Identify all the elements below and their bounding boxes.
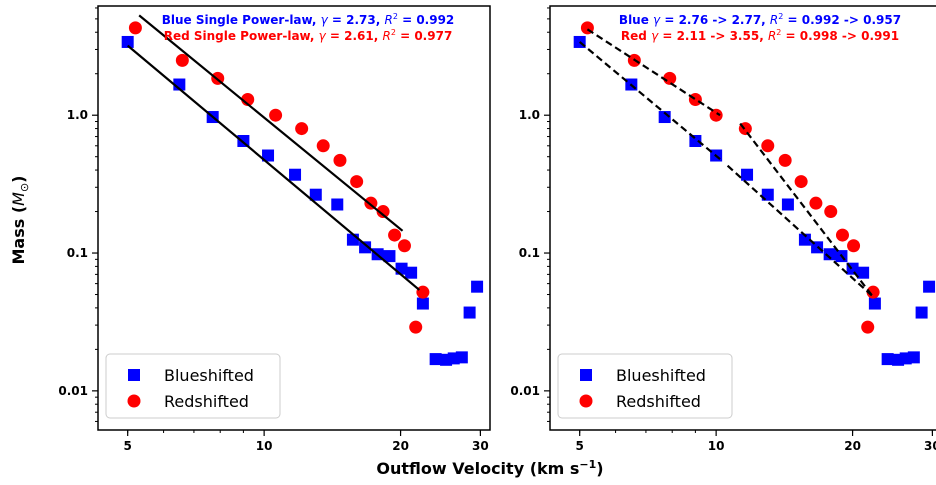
blueshifted-point — [262, 149, 275, 162]
x-tick-label: 30 — [924, 439, 936, 453]
x-tick-label: 20 — [392, 439, 409, 453]
redshifted-point — [128, 21, 142, 35]
legend-square-marker — [128, 369, 140, 381]
plot-frame — [97, 5, 491, 431]
blueshifted-point — [383, 250, 396, 263]
redshifted-point — [761, 139, 775, 153]
redshifted-point — [824, 205, 838, 219]
blueshifted-point — [121, 35, 134, 48]
blueshifted-point — [405, 266, 418, 279]
redshifted-point — [376, 205, 390, 219]
redshifted-point — [175, 53, 189, 67]
legend-box — [105, 353, 281, 419]
legend-label-blueshifted: Blueshifted — [616, 366, 706, 385]
redshifted-point — [269, 108, 283, 122]
fit-line — [739, 122, 874, 298]
legend: Blueshifted Redshifted — [557, 353, 733, 419]
fit-annotation: Red γ = 2.11 -> 3.55, R2 = 0.998 -> 0.99… — [621, 28, 899, 43]
y-tick-label: 0.01 — [510, 384, 540, 398]
fit-annotation: Blue Single Power-law, γ = 2.73, R2 = 0.… — [162, 12, 455, 27]
redshifted-point — [316, 139, 330, 153]
legend-square-marker — [580, 369, 592, 381]
redshifted-point — [835, 228, 849, 242]
redshifted-point — [709, 108, 723, 122]
y-tick-label: 1.0 — [519, 108, 540, 122]
redshifted-point — [866, 285, 880, 299]
x-tick-label: 20 — [844, 439, 861, 453]
blueshifted-point — [823, 248, 836, 261]
x-tick-label: 5 — [124, 439, 132, 453]
blueshifted-point — [689, 134, 702, 147]
fit-line — [138, 14, 404, 232]
y-tick-label: 0.01 — [58, 384, 88, 398]
fit-annotation: Blue γ = 2.76 -> 2.77, R2 = 0.992 -> 0.9… — [619, 12, 901, 27]
legend-label-redshifted: Redshifted — [616, 392, 701, 411]
blueshifted-point — [881, 353, 894, 366]
y-tick-label: 0.1 — [67, 246, 88, 260]
plot-frame — [549, 5, 936, 431]
legend-label-redshifted: Redshifted — [164, 392, 249, 411]
legend-box — [557, 353, 733, 419]
chart-panel-1: 5 10 20 30 0.01 0.1 1.0 Blue Single Power-law, … — [58, 5, 491, 453]
redshifted-point — [794, 175, 808, 189]
y-tick-label: 0.1 — [519, 246, 540, 260]
redshifted-point — [778, 153, 792, 167]
y-tick-label: 1.0 — [67, 108, 88, 122]
fit-annotation: Red Single Power-law, γ = 2.61, R2 = 0.9… — [164, 28, 453, 43]
blueshifted-point — [923, 280, 936, 293]
blueshifted-point — [429, 353, 442, 366]
redshifted-point — [847, 239, 861, 253]
x-tick-label: 5 — [576, 439, 584, 453]
legend: Blueshifted Redshifted — [105, 353, 281, 419]
redshifted-point — [397, 239, 411, 253]
x-axis-label: Outflow Velocity (km s−1) — [376, 458, 603, 478]
blueshifted-point — [857, 266, 870, 279]
blueshifted-point — [915, 306, 928, 319]
fit-line — [126, 44, 421, 291]
redshifted-point — [409, 320, 423, 334]
redshifted-point — [416, 285, 430, 299]
blueshifted-point — [359, 241, 372, 254]
blueshifted-point — [289, 168, 302, 181]
redshifted-point — [333, 153, 347, 167]
redshifted-point — [688, 93, 702, 107]
blueshifted-point — [741, 168, 754, 181]
blueshifted-point — [907, 351, 920, 364]
fit-line — [586, 28, 721, 117]
redshifted-point — [295, 122, 309, 136]
redshifted-point — [809, 196, 823, 210]
blueshifted-point — [798, 233, 811, 246]
blueshifted-point — [416, 297, 429, 310]
redshifted-point — [861, 320, 875, 334]
x-tick-label: 10 — [256, 439, 273, 453]
redshifted-point — [350, 175, 364, 189]
blueshifted-point — [455, 351, 468, 364]
blueshifted-point — [868, 297, 881, 310]
redshifted-point — [388, 228, 402, 242]
blueshifted-point — [331, 198, 344, 211]
fit-line — [726, 164, 876, 300]
legend-circle-marker — [579, 394, 593, 408]
blueshifted-point — [463, 306, 476, 319]
legend-circle-marker — [127, 394, 141, 408]
x-tick-label: 30 — [472, 439, 489, 453]
fit-line — [578, 41, 721, 160]
y-axis-label: Mass (M⊙) — [9, 176, 31, 265]
chart-panel-2: 5 10 20 30 0.01 0.1 1.0 Blue γ = 2.76 -> 2.77, … — [510, 5, 936, 453]
legend-label-blueshifted: Blueshifted — [164, 366, 254, 385]
blueshifted-point — [309, 188, 322, 201]
blueshifted-point — [781, 198, 794, 211]
x-tick-label: 10 — [708, 439, 725, 453]
blueshifted-point — [471, 280, 484, 293]
